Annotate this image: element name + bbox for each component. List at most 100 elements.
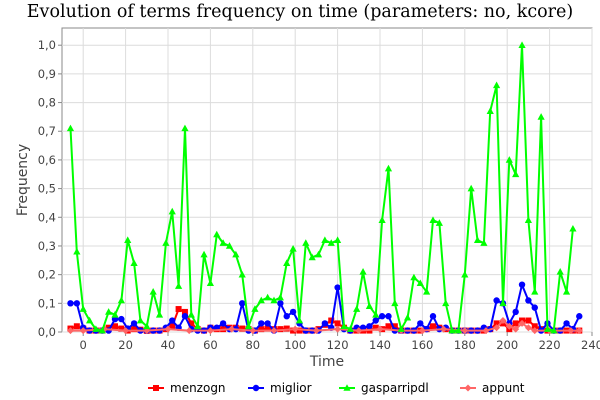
data-point-gasparripdl	[111, 310, 119, 318]
data-point-gasparripdl	[200, 250, 208, 258]
data-point-miglior	[239, 300, 246, 307]
data-point-gasparripdl	[124, 236, 132, 244]
data-point-miglior	[181, 313, 189, 320]
data-point-gasparripdl	[365, 302, 373, 309]
data-point-gasparripdl	[321, 236, 329, 244]
data-point-gasparripdl	[550, 326, 558, 334]
data-point-gasparripdl	[225, 242, 234, 249]
data-point-gasparripdl	[276, 293, 284, 301]
x-tick-label: 60	[203, 338, 218, 352]
data-point-gasparripdl	[136, 316, 145, 324]
data-point-gasparripdl	[537, 113, 545, 120]
data-point-miglior	[512, 308, 519, 316]
x-tick-label: 40	[161, 338, 176, 352]
data-point-miglior	[563, 320, 570, 327]
series-appunt	[66, 317, 583, 335]
data-point-gasparripdl	[499, 299, 507, 307]
data-point-gasparripdl	[130, 259, 138, 266]
data-point-gasparripdl	[372, 310, 380, 318]
data-point-gasparripdl	[454, 326, 463, 334]
x-tick-label: 80	[245, 338, 260, 352]
data-point-menzogn	[296, 327, 303, 334]
data-point-miglior	[258, 320, 265, 327]
y-tick-label: 0,1	[38, 296, 56, 310]
legend-item-appunt: appunt	[460, 381, 525, 395]
data-point-gasparripdl	[98, 326, 106, 334]
data-point-appunt	[206, 327, 214, 335]
data-point-gasparripdl	[175, 282, 183, 289]
data-point-gasparripdl	[384, 164, 393, 172]
data-point-appunt	[270, 327, 278, 335]
data-point-appunt	[482, 327, 490, 335]
data-point-menzogn	[328, 317, 335, 324]
series-line-gasparripdl	[69, 44, 574, 332]
data-point-gasparripdl	[423, 288, 431, 295]
data-point-miglior	[385, 313, 392, 320]
axes: 0 20 40 60 80 100 120 140 160 180 200 220 240 0,0 0,1 0…	[38, 38, 600, 352]
series-group	[66, 41, 583, 335]
y-tick-label: 0,7	[38, 124, 56, 138]
data-point-gasparripdl	[295, 316, 304, 324]
legend-item-menzogn: menzogn	[148, 381, 226, 395]
x-tick-label: 100	[284, 338, 306, 352]
x-tick-label: 200	[496, 338, 518, 352]
legend: menzogn miglior gasparripdl appunt	[148, 381, 525, 395]
data-point-miglior	[378, 313, 386, 320]
data-point-appunt	[461, 327, 469, 335]
data-point-gasparripdl	[327, 239, 335, 246]
data-point-gasparripdl	[143, 322, 151, 330]
data-point-gasparripdl	[442, 299, 450, 307]
data-point-gasparripdl	[480, 239, 488, 246]
x-tick-label: 120	[327, 338, 349, 352]
data-point-miglior	[334, 284, 341, 291]
data-point-menzogn	[493, 320, 500, 327]
data-point-menzogn	[531, 323, 538, 330]
y-tick-label: 0,8	[38, 96, 56, 110]
data-point-gasparripdl	[314, 250, 323, 258]
data-point-gasparripdl	[79, 305, 87, 312]
data-point-gasparripdl	[531, 288, 539, 295]
data-point-gasparripdl	[168, 207, 176, 215]
x-axis-label: Time	[309, 354, 344, 370]
data-point-menzogn	[385, 323, 392, 330]
data-point-gasparripdl	[232, 250, 240, 258]
data-point-gasparripdl	[435, 219, 443, 226]
data-point-gasparripdl	[264, 293, 272, 301]
x-tick-label: 240	[581, 338, 600, 352]
data-point-appunt	[79, 327, 87, 335]
data-point-gasparripdl	[461, 270, 469, 278]
data-point-gasparripdl	[213, 230, 221, 238]
data-point-gasparripdl	[149, 288, 157, 295]
data-point-gasparripdl	[397, 325, 405, 332]
data-point-miglior	[525, 297, 532, 304]
data-point-appunt	[122, 327, 130, 335]
data-point-menzogn	[372, 324, 379, 331]
data-point-gasparripdl	[181, 124, 189, 132]
data-point-miglior	[493, 297, 500, 304]
data-point-gasparripdl	[85, 316, 94, 324]
data-point-menzogn	[283, 325, 290, 332]
y-tick-label: 0,3	[38, 239, 56, 253]
data-point-appunt	[518, 319, 526, 327]
legend-swatch-marker	[464, 384, 472, 392]
data-point-appunt	[440, 325, 448, 333]
data-point-appunt	[575, 327, 583, 335]
data-point-gasparripdl	[302, 239, 310, 246]
legend-item-gasparripdl: gasparripdl	[339, 381, 429, 395]
data-point-gasparripdl	[518, 41, 526, 49]
data-point-gasparripdl	[308, 253, 316, 261]
data-point-menzogn	[239, 325, 246, 332]
y-tick-label: 0,6	[38, 153, 56, 167]
x-tick-label: 140	[369, 338, 391, 352]
data-point-gasparripdl	[283, 259, 291, 266]
data-point-gasparripdl	[73, 247, 81, 255]
data-point-gasparripdl	[206, 279, 214, 287]
data-point-gasparripdl	[556, 267, 564, 275]
data-point-gasparripdl	[410, 273, 418, 281]
legend-label: appunt	[482, 381, 525, 395]
data-point-gasparripdl	[429, 216, 437, 223]
data-point-gasparripdl	[340, 322, 348, 330]
data-point-menzogn	[118, 325, 125, 332]
data-point-appunt	[567, 327, 575, 335]
data-point-gasparripdl	[493, 81, 501, 89]
